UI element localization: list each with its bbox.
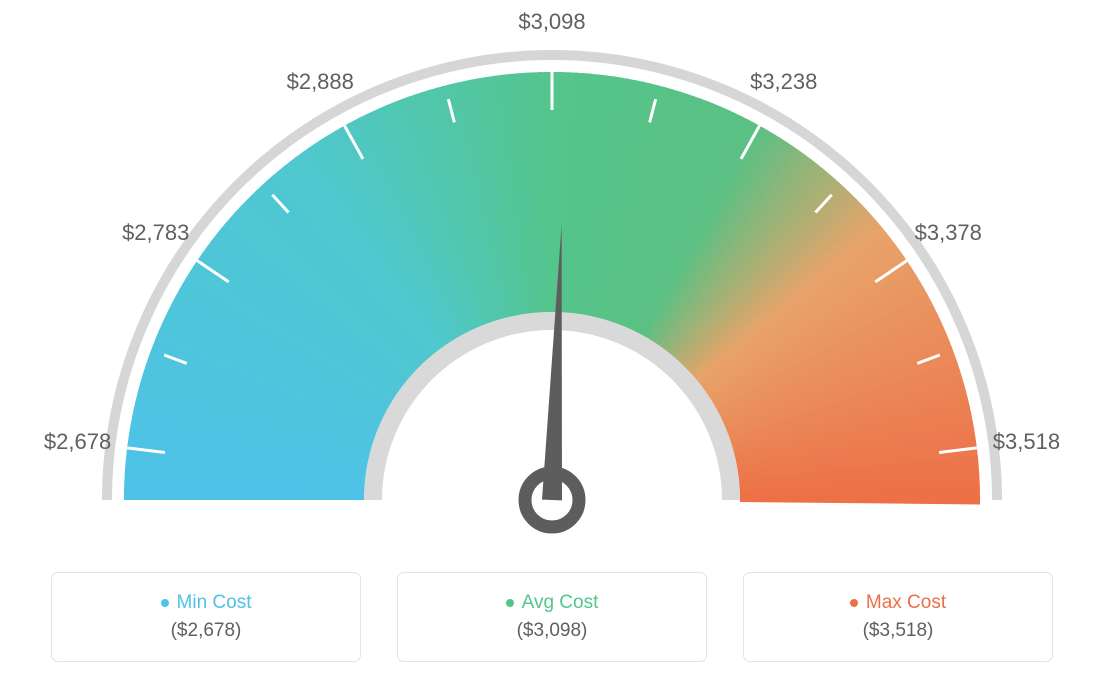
gauge-tick-label: $3,378 [915,220,982,246]
gauge-tick-label: $3,238 [750,69,817,95]
max-cost-card: Max Cost ($3,518) [743,572,1053,662]
gauge-tick-label: $3,518 [993,429,1060,455]
summary-cards: Min Cost ($2,678) Avg Cost ($3,098) Max … [0,572,1104,662]
gauge-tick-label: $2,888 [287,69,354,95]
min-cost-value: ($2,678) [171,620,242,642]
avg-cost-card: Avg Cost ($3,098) [397,572,707,662]
gauge-tick-label: $2,783 [122,220,189,246]
avg-cost-title: Avg Cost [506,592,599,614]
avg-cost-title-text: Avg Cost [522,592,599,614]
max-cost-title: Max Cost [850,592,946,614]
avg-dot-icon [506,599,514,607]
min-cost-title: Min Cost [161,592,252,614]
max-cost-value: ($3,518) [863,620,934,642]
max-dot-icon [850,599,858,607]
gauge-tick-label: $2,678 [44,429,111,455]
gauge-tick-label: $3,098 [518,9,585,35]
gauge-svg [0,0,1104,560]
min-cost-title-text: Min Cost [177,592,252,614]
cost-gauge: $2,678 $2,783 $2,888 $3,098 $3,238 $3,378 $3,5… [0,0,1104,560]
max-cost-title-text: Max Cost [866,592,946,614]
avg-cost-value: ($3,098) [517,620,588,642]
min-cost-card: Min Cost ($2,678) [51,572,361,662]
min-dot-icon [161,599,169,607]
